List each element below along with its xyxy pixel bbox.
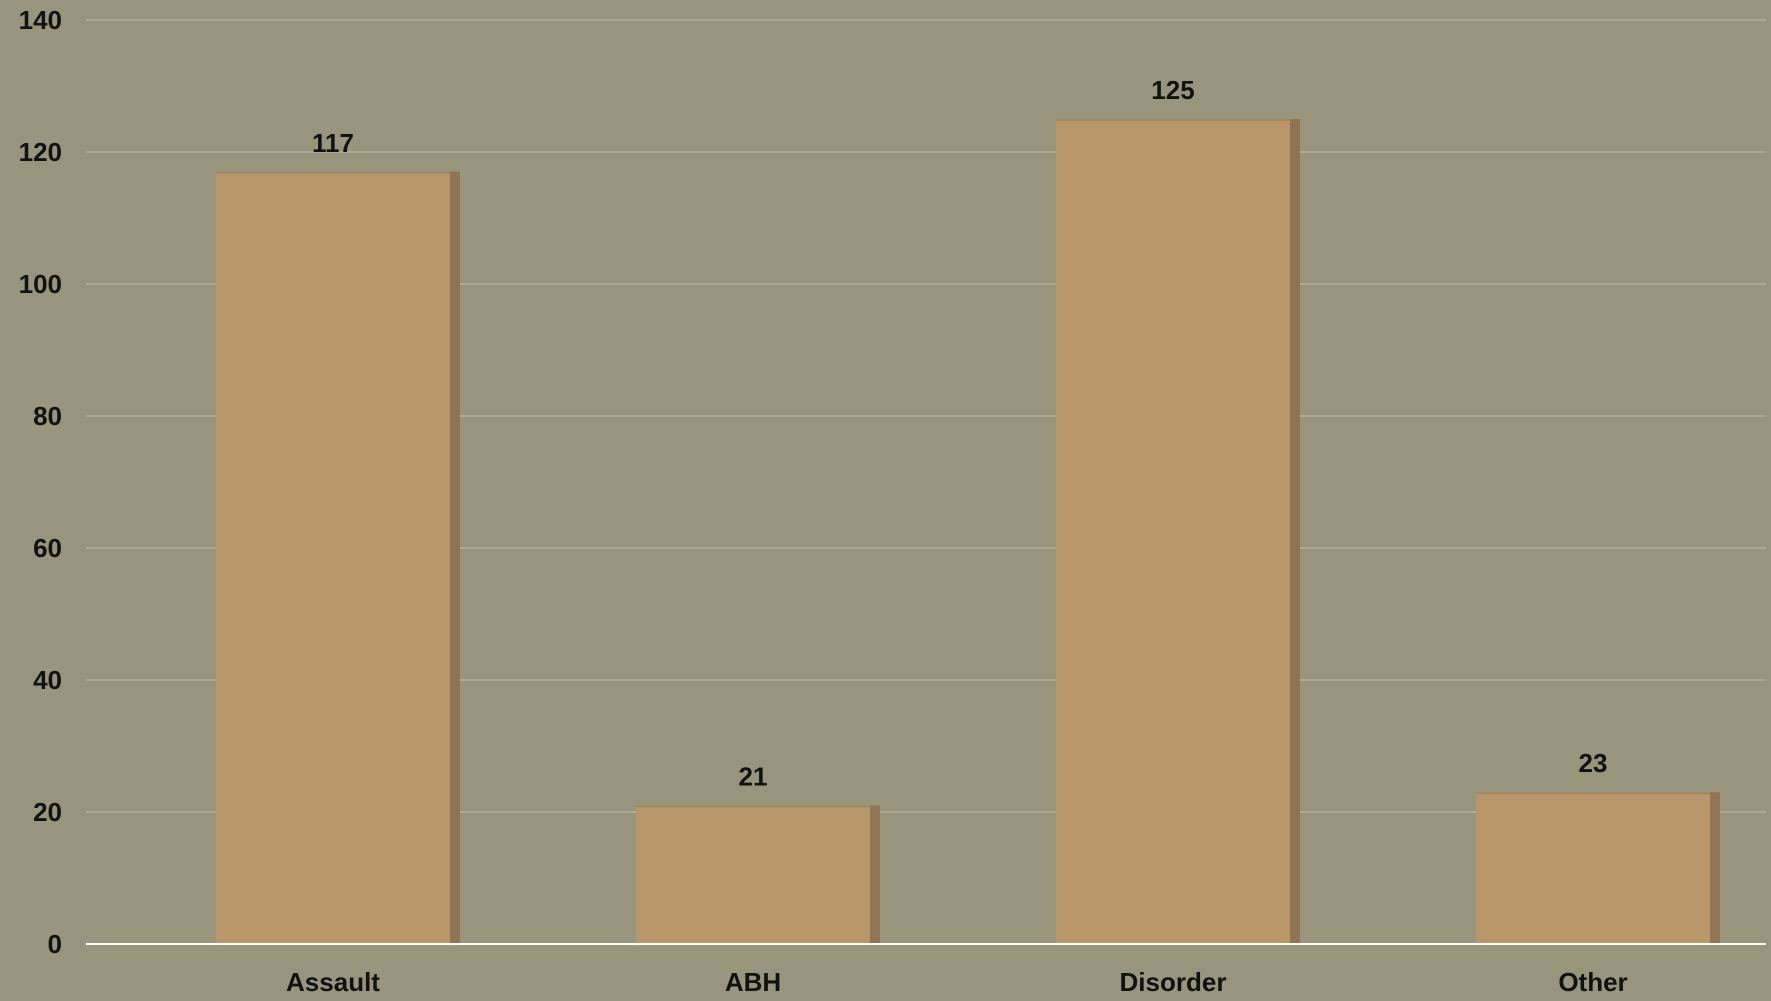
- bar-shadow: [450, 171, 460, 945]
- data-labels: 117 21 125 23: [312, 75, 1607, 791]
- y-tick-label: 60: [33, 533, 62, 563]
- data-label: 117: [312, 128, 354, 158]
- bar-top-edge: [636, 805, 880, 808]
- y-tick-label: 20: [33, 797, 62, 827]
- bar-disorder: [1056, 119, 1300, 944]
- bar-shadow: [870, 805, 880, 944]
- x-tick-label: Other: [1558, 967, 1627, 997]
- bars: [216, 119, 1720, 945]
- bar-face: [636, 805, 870, 944]
- bar-assault: [216, 171, 460, 945]
- data-label: 23: [1579, 748, 1608, 778]
- data-label: 21: [739, 761, 768, 791]
- bar-shadow: [1710, 792, 1720, 944]
- y-axis-ticks: 0 20 40 60 80 100 120 140: [19, 5, 62, 959]
- bar-face: [1476, 792, 1710, 944]
- bar-shadow: [1290, 119, 1300, 944]
- y-tick-label: 100: [19, 269, 62, 299]
- bar-top-edge: [1476, 792, 1720, 795]
- bar-top-edge: [1056, 119, 1300, 121]
- data-label: 125: [1151, 75, 1194, 105]
- bar-other: [1476, 792, 1720, 944]
- x-tick-label: Assault: [286, 967, 380, 997]
- y-tick-label: 0: [48, 929, 62, 959]
- x-tick-label: ABH: [725, 967, 781, 997]
- bar-top-edge: [216, 171, 460, 174]
- y-tick-label: 120: [19, 137, 62, 167]
- x-axis-ticks: Assault ABH Disorder Other: [286, 967, 1628, 997]
- bar-face: [216, 171, 450, 945]
- x-tick-label: Disorder: [1120, 967, 1227, 997]
- y-tick-label: 140: [19, 5, 62, 35]
- bar-face: [1056, 119, 1290, 944]
- bar-abh: [636, 805, 880, 944]
- y-tick-label: 80: [33, 401, 62, 431]
- y-tick-label: 40: [33, 665, 62, 695]
